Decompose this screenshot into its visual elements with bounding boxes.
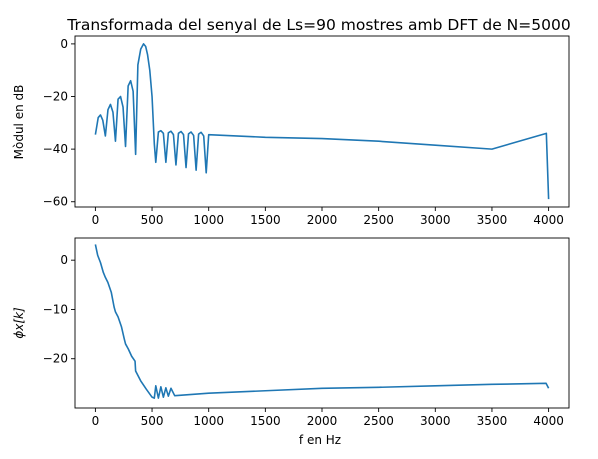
x-tick-label: 2500	[363, 414, 394, 428]
x-tick-label: 500	[141, 213, 164, 227]
x-tick-label: 4000	[533, 414, 564, 428]
series-line-phase	[94, 244, 550, 399]
y-tick-label: −20	[43, 352, 68, 366]
x-tick-label: 0	[92, 414, 100, 428]
panel-phase: 0 500 1000 1500 2000 2500 3000 3500 40000−10−20 …	[12, 237, 570, 447]
y-tick-label: 0	[60, 37, 68, 51]
y-tick-label: −40	[43, 142, 68, 156]
ticks-magnitude: 0 500 1000 1500 2000 2500 3000 3500 4000 0 −20 −40 −…	[43, 37, 564, 227]
x-tick-label: 2000	[307, 213, 338, 227]
axes-frame-phase	[74, 237, 570, 409]
x-tick-label: 500	[141, 414, 164, 428]
x-tick-label: 0	[92, 213, 100, 227]
y-axis-label-magnitude: Mòdul en dB	[12, 85, 26, 160]
x-tick-label: 3500	[477, 213, 508, 227]
ticks-phase: 0 500 1000 1500 2000 2500 3000 3500 4000 0 −10 −20	[43, 253, 564, 428]
x-tick-label: 3500	[477, 414, 508, 428]
x-tick-label: 2000	[307, 414, 338, 428]
x-tick-label: 1500	[250, 414, 281, 428]
x-axis-label-phase: f en Hz	[299, 433, 341, 447]
series-line-magnitude	[94, 43, 550, 200]
y-axis-label-phase: ϕx[k]	[12, 307, 26, 339]
y-tick-label: 0	[60, 253, 68, 267]
x-tick-label: 1000	[193, 414, 224, 428]
x-tick-label: 4000	[533, 213, 564, 227]
y-tick-label: −20	[43, 90, 68, 104]
x-tick-label: 2500	[363, 213, 394, 227]
chart-title: Transformada del senyal de Ls=90 mostres…	[66, 16, 570, 34]
axes-frame-magnitude	[74, 35, 570, 208]
x-tick-label: 3000	[420, 213, 451, 227]
y-tick-label: −60	[43, 195, 68, 209]
x-tick-label: 1500	[250, 213, 281, 227]
x-tick-label: 1000	[193, 213, 224, 227]
panel-magnitude: 0 500 1000 1500 2000 2500 3000 3500 4000 0 −20 −40 −…	[12, 35, 570, 227]
y-tick-label: −10	[43, 302, 68, 316]
x-tick-label: 3000	[420, 414, 451, 428]
